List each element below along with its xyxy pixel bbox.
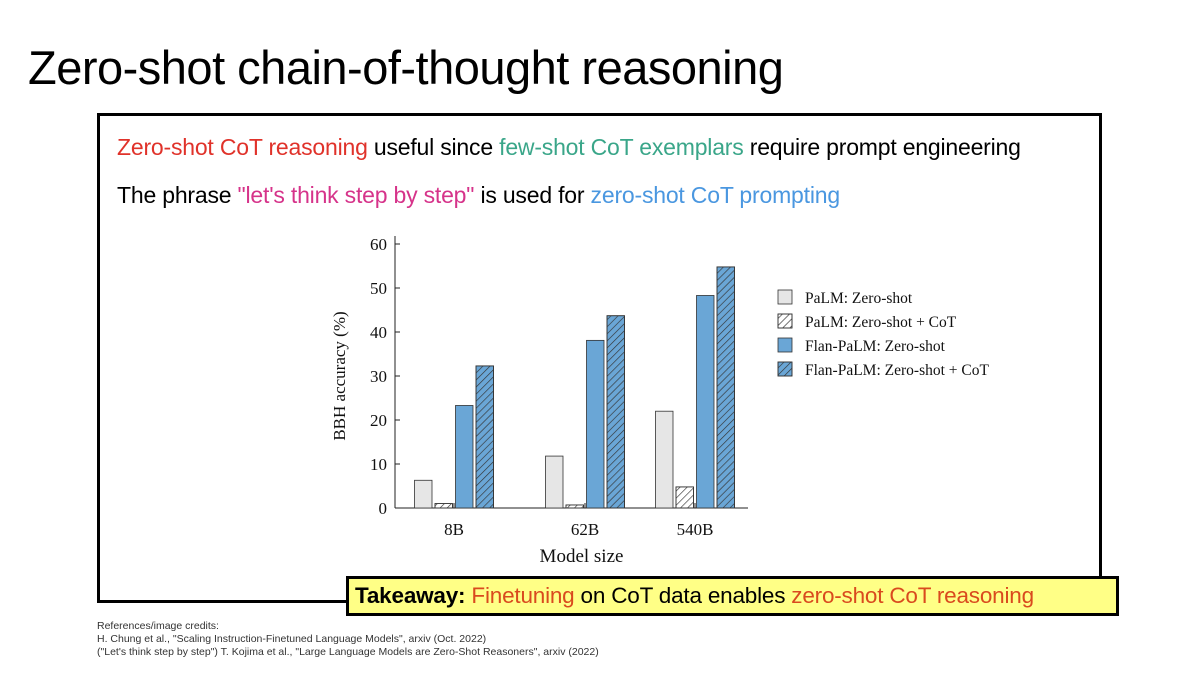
bar-hatch: [434, 503, 453, 509]
bullet-zero-shot-cot: Zero-shot CoT reasoning useful since few…: [117, 134, 1021, 161]
bar: [545, 455, 564, 509]
y-tick-label: 0: [379, 499, 388, 518]
y-tick-label: 50: [370, 279, 387, 298]
legend-label: Flan-PaLM: Zero-shot: [805, 338, 946, 355]
y-tick-label: 30: [370, 367, 387, 386]
takeaway-text: on CoT data enables: [574, 583, 792, 608]
legend-label: PaLM: Zero-shot: [805, 290, 913, 307]
takeaway-highlight-zero-shot: zero-shot CoT reasoning: [791, 583, 1034, 608]
legend-swatch-hatch: [777, 313, 793, 329]
bar: [655, 410, 674, 509]
y-tick-label: 20: [370, 411, 387, 430]
legend-swatch: [777, 289, 793, 305]
y-axis-label: BBH accuracy (%): [330, 311, 349, 440]
takeaway-box: Takeaway: Finetuning on CoT data enables…: [346, 576, 1119, 616]
bullet-2-highlight-magenta: "let's think step by step": [237, 182, 475, 208]
bar-hatch: [606, 315, 625, 509]
x-tick-label: 540B: [677, 520, 714, 539]
bar-hatch: [475, 365, 494, 509]
legend-swatch-hatch: [777, 361, 793, 377]
legend-swatch: [777, 337, 793, 353]
references: References/image credits: H. Chung et al…: [97, 620, 599, 659]
bar: [414, 479, 433, 509]
bullet-2-text: The phrase: [117, 182, 238, 208]
takeaway-label: Takeaway:: [355, 583, 466, 608]
slide-title: Zero-shot chain-of-thought reasoning: [28, 41, 784, 94]
bar-hatch: [565, 504, 584, 509]
x-tick-label: 62B: [571, 520, 599, 539]
bar-hatch: [716, 266, 735, 509]
x-tick-label: 8B: [444, 520, 464, 539]
bullet-1-highlight-green: few-shot CoT exemplars: [499, 134, 744, 160]
legend-label: Flan-PaLM: Zero-shot + CoT: [805, 362, 989, 379]
references-heading: References/image credits:: [97, 620, 219, 632]
bullet-1-text: useful since: [367, 134, 500, 160]
takeaway-highlight-finetuning: Finetuning: [471, 583, 575, 608]
bullet-2-text-mid: is used for: [474, 182, 591, 208]
reference-2: ("Let's think step by step") T. Kojima e…: [97, 646, 599, 658]
y-tick-label: 60: [370, 235, 387, 254]
bar: [696, 295, 715, 509]
bar: [586, 339, 605, 509]
y-tick-label: 10: [370, 455, 387, 474]
bullet-phrase: The phrase "let's think step by step" is…: [117, 182, 840, 209]
legend-label: PaLM: Zero-shot + CoT: [805, 314, 957, 331]
bar-hatch: [675, 486, 694, 509]
x-axis-label: Model size: [540, 546, 624, 567]
reference-1: H. Chung et al., "Scaling Instruction-Fi…: [97, 633, 487, 645]
bullet-1-highlight-red: Zero-shot CoT reasoning: [117, 134, 368, 160]
y-tick-label: 40: [370, 323, 387, 342]
bar: [455, 405, 474, 509]
bullet-1-text-end: require prompt engineering: [743, 134, 1021, 160]
bullet-2-highlight-blue: zero-shot CoT prompting: [590, 182, 841, 208]
